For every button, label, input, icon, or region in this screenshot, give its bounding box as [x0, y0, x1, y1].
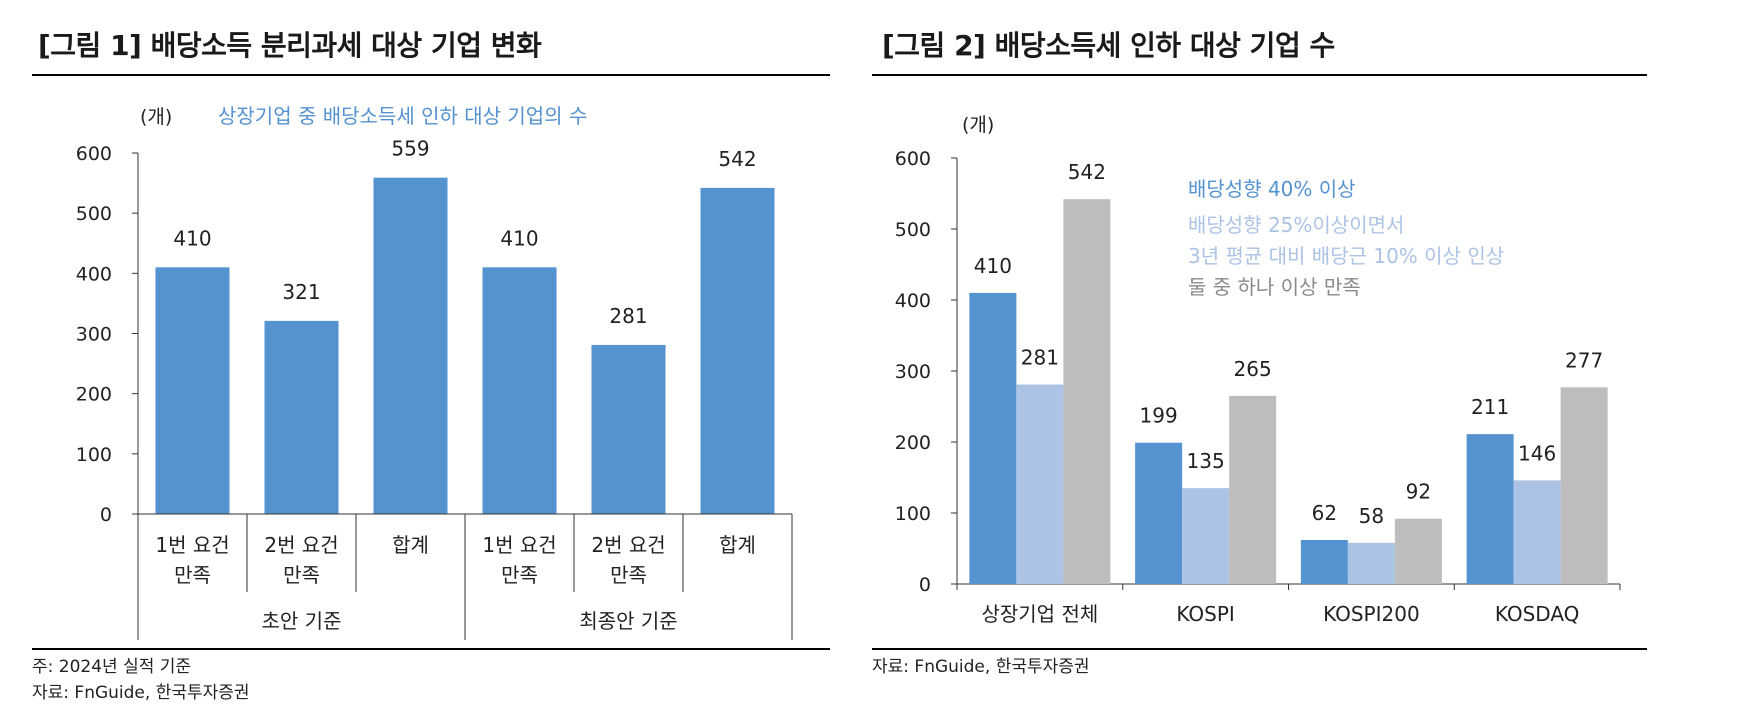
legend-label: 상장기업 중 배당소득세 인하 대상 기업의 수 [218, 104, 587, 128]
legend-label: 둘 중 하나 이상 만족 [1188, 275, 1361, 299]
bar-value-label: 410 [173, 226, 211, 250]
bar-value-label: 281 [609, 304, 647, 328]
figure-2-top-rule [872, 74, 1647, 76]
figure-1-note: 주: 2024년 실적 기준 [32, 657, 192, 677]
x-tick-label-line2: 만족 [501, 563, 538, 587]
bar [155, 267, 230, 514]
y-tick-label: 500 [76, 203, 112, 225]
bar [1300, 539, 1348, 584]
figure-2-source: 자료: FnGuide, 한국투자증권 [872, 657, 1090, 677]
group-label: 최종안 기준 [579, 609, 677, 633]
bar [373, 177, 448, 514]
x-tick-label-line2: 만족 [610, 563, 647, 587]
x-tick-label-line1: 1번 요건 [155, 533, 229, 557]
y-tick-label: 400 [76, 263, 112, 285]
y-tick-label: 100 [76, 444, 112, 466]
bar [1229, 395, 1277, 584]
bar-value-label: 135 [1187, 449, 1225, 473]
bar-value-label: 410 [974, 254, 1012, 278]
bar-value-label: 410 [500, 226, 538, 250]
bar-value-label: 542 [1068, 160, 1106, 184]
x-tick-label-line1: 1번 요건 [482, 533, 556, 557]
y-tick-label: 600 [895, 148, 931, 170]
y-tick-label: 200 [76, 384, 112, 406]
figure-1-chart: (개) 상장기업 중 배당소득세 인하 대상 기업의 수 0 100 200 300 400… [76, 104, 793, 640]
bar-value-label: 62 [1312, 501, 1337, 525]
bar [1394, 518, 1442, 584]
x-tick-label-line1: 합계 [719, 533, 756, 557]
bar-value-label: 542 [718, 147, 756, 171]
figure-1-panel: [그림 1] 배당소득 분리과세 대상 기업 변화 (개) 상장기업 중 배당소득… [0, 0, 840, 709]
bar-value-label: 199 [1140, 404, 1178, 428]
x-tick-label-line2: 만족 [174, 563, 211, 587]
x-tick-label: 상장기업 전체 [981, 602, 1098, 626]
x-tick-label: KOSPI [1176, 602, 1234, 626]
figure-1-source: 자료: FnGuide, 한국투자증권 [32, 683, 250, 703]
legend-label: 3년 평균 대비 배당근 10% 이상 인상 [1188, 244, 1504, 268]
y-tick-label: 200 [895, 432, 931, 454]
bar [1513, 480, 1561, 584]
y-tick-label: 500 [895, 219, 931, 241]
bar [700, 187, 775, 514]
bar [482, 267, 557, 514]
group-label: 초안 기준 [262, 609, 342, 633]
bar-value-label: 281 [1021, 345, 1059, 369]
figure-2-chart: (개) 0 100 200 300 400 500 600 410 281 542 상장기업 전체 19… [895, 114, 1621, 626]
bar-value-label: 92 [1406, 480, 1431, 504]
bar [1182, 488, 1230, 584]
y-tick-label: 100 [895, 503, 931, 525]
x-tick-label-line1: 합계 [392, 533, 429, 557]
y-tick-label: 400 [895, 290, 931, 312]
legend-label: 배당성향 25%이상이면서 [1188, 213, 1404, 237]
x-tick-label: KOSDAQ [1495, 602, 1580, 626]
bar [1347, 542, 1395, 584]
bar-value-label: 58 [1359, 504, 1384, 528]
y-axis-unit-label: (개) [962, 114, 994, 136]
bar [1560, 387, 1608, 584]
legend-label: 배당성향 40% 이상 [1188, 177, 1356, 201]
x-tick-label: KOSPI200 [1323, 602, 1420, 626]
y-tick-label: 300 [895, 361, 931, 383]
bar [969, 292, 1017, 584]
y-tick-label: 0 [919, 574, 931, 596]
y-tick-label: 600 [76, 143, 112, 165]
bar [1063, 199, 1111, 584]
bar-value-label: 146 [1518, 441, 1556, 465]
x-tick-label-line1: 2번 요건 [591, 533, 665, 557]
bar [264, 320, 339, 514]
figure-2-panel: [그림 2] 배당소득세 인하 대상 기업 수 (개) 0 100 200 300 400… [870, 0, 1761, 709]
bar-value-label: 559 [391, 137, 429, 161]
y-tick-label: 0 [100, 504, 112, 526]
figure-2-title: [그림 2] 배당소득세 인하 대상 기업 수 [882, 29, 1335, 62]
y-axis-unit-label: (개) [140, 106, 172, 128]
y-tick-label: 300 [76, 324, 112, 346]
figure-2-bottom-rule [872, 648, 1647, 650]
figure-1-title: [그림 1] 배당소득 분리과세 대상 기업 변화 [38, 29, 542, 62]
x-tick-label-line2: 만족 [283, 563, 320, 587]
bar-value-label: 321 [282, 280, 320, 304]
bar [1016, 384, 1064, 584]
x-tick-label-line1: 2번 요건 [264, 533, 338, 557]
bar-value-label: 277 [1565, 348, 1603, 372]
figure-1-bottom-rule [32, 648, 830, 650]
bar [1135, 442, 1183, 584]
bar [1466, 434, 1514, 584]
figure-1-top-rule [32, 74, 830, 76]
bar-value-label: 211 [1471, 395, 1509, 419]
bar-value-label: 265 [1234, 357, 1272, 381]
bar [591, 344, 666, 514]
